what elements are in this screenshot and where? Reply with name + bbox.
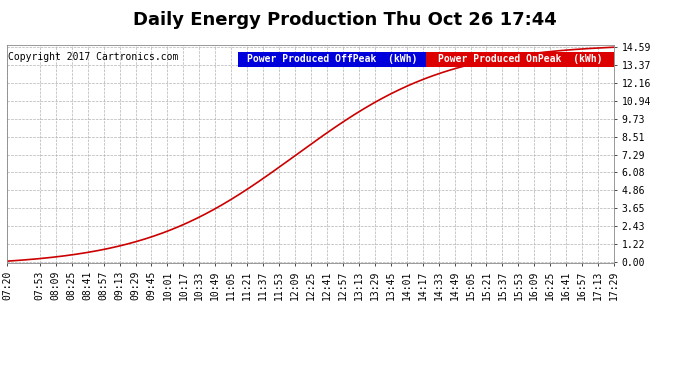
Text: Daily Energy Production Thu Oct 26 17:44: Daily Energy Production Thu Oct 26 17:44 (133, 11, 557, 29)
FancyBboxPatch shape (426, 51, 614, 67)
Text: Power Produced OnPeak  (kWh): Power Produced OnPeak (kWh) (437, 54, 602, 64)
Text: Copyright 2017 Cartronics.com: Copyright 2017 Cartronics.com (8, 51, 179, 62)
Text: Power Produced OffPeak  (kWh): Power Produced OffPeak (kWh) (246, 54, 417, 64)
FancyBboxPatch shape (237, 51, 426, 67)
